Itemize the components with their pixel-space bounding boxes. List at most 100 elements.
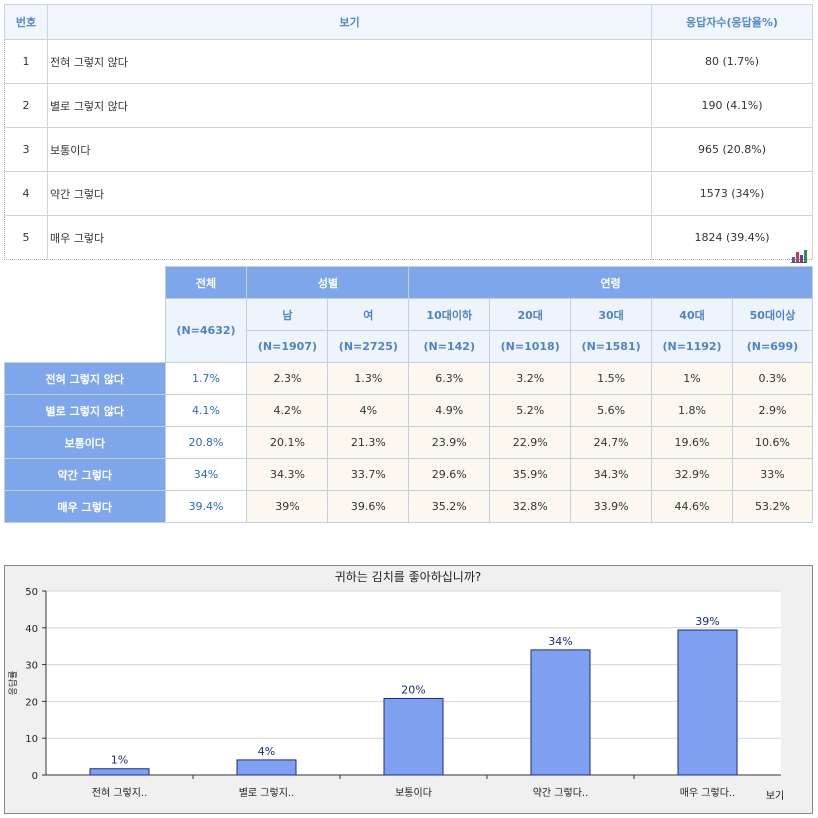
cell-total: 20.8% — [164, 426, 248, 459]
x-tick-label: 보통이다 — [395, 787, 432, 799]
row-option: 보통이다 — [47, 127, 652, 172]
header-age-40s-n: (N=1192) — [651, 330, 733, 363]
header-no: 번호 — [4, 4, 48, 40]
cell-total: 4.1% — [164, 394, 248, 427]
bar — [677, 629, 738, 776]
row-option: 전혀 그렇지 않다 — [47, 39, 652, 84]
row-count: 965 (20.8%) — [651, 127, 813, 172]
cell-value: 20.1% — [246, 426, 329, 459]
cell-value: 10.6% — [731, 426, 814, 459]
cell-value: 2.9% — [731, 394, 814, 427]
table-row: 약간 그렇다 34% 34.3% 33.7% 29.6% 35.9% 34.3%… — [4, 458, 814, 491]
row-label: 매우 그렇다 — [4, 490, 166, 523]
table-row: 전혀 그렇지 않다 1.7% 2.3% 1.3% 6.3% 3.2% 1.5% … — [4, 362, 814, 395]
header-gender-female-n: (N=2725) — [327, 330, 410, 363]
header-age-30s: 30대 — [570, 298, 653, 331]
x-tick-label: 별로 그렇지.. — [239, 786, 295, 799]
row-no: 2 — [4, 83, 48, 128]
cell-value: 39.6% — [327, 490, 410, 523]
cell-value: 0.3% — [731, 362, 814, 395]
y-tick-label: 20 — [25, 697, 38, 708]
cell-value: 4.2% — [246, 394, 329, 427]
y-tick-label: 50 — [25, 587, 38, 598]
row-count: 1573 (34%) — [651, 171, 813, 216]
row-option: 별로 그렇지 않다 — [47, 83, 652, 128]
bar-data-label: 39% — [695, 615, 719, 628]
cell-value: 39% — [246, 490, 329, 523]
cell-total: 39.4% — [164, 490, 248, 523]
response-table-header: 번호 보기 응답자수(응답율%) — [4, 4, 813, 40]
cell-value: 1% — [651, 362, 733, 395]
bar — [89, 768, 150, 776]
cell-value: 44.6% — [651, 490, 733, 523]
crosstab-corner — [4, 266, 166, 363]
table-row: 3 보통이다 965 (20.8%) — [4, 127, 813, 172]
row-no: 1 — [4, 39, 48, 84]
y-axis-label: 응답률 — [7, 671, 19, 696]
table-row: 매우 그렇다 39.4% 39% 39.6% 35.2% 32.8% 33.9%… — [4, 490, 814, 523]
cell-value: 21.3% — [327, 426, 410, 459]
bar-data-label: 1% — [111, 754, 128, 767]
x-axis-label: 보기 — [766, 790, 784, 802]
row-option: 약간 그렇다 — [47, 171, 652, 216]
header-age-10s-n: (N=142) — [408, 330, 491, 363]
header-gender-female: 여 — [327, 298, 410, 331]
cell-value: 23.9% — [408, 426, 491, 459]
cell-value: 35.9% — [489, 458, 572, 491]
header-age-20s-n: (N=1018) — [489, 330, 572, 363]
crosstab-table: 전체 성별 연령 (N=4632) 남 여 10대이하 20대 30대 40대 … — [4, 266, 814, 523]
header-age-50s-n: (N=699) — [731, 330, 814, 363]
row-label: 전혀 그렇지 않다 — [4, 362, 166, 395]
table-row: 1 전혀 그렇지 않다 80 (1.7%) — [4, 39, 813, 84]
cell-value: 33% — [731, 458, 814, 491]
cell-value: 4% — [327, 394, 410, 427]
row-label: 약간 그렇다 — [4, 458, 166, 491]
bar-data-label: 4% — [258, 745, 275, 758]
bar — [236, 759, 297, 776]
header-total-n: (N=4632) — [164, 298, 248, 363]
table-row: 별로 그렇지 않다 4.1% 4.2% 4% 4.9% 5.2% 5.6% 1.… — [4, 394, 814, 427]
cell-total: 1.7% — [164, 362, 248, 395]
y-tick-label: 0 — [32, 771, 38, 782]
header-gender-male: 남 — [246, 298, 329, 331]
header-gender: 성별 — [246, 266, 410, 299]
row-option: 매우 그렇다 — [47, 215, 652, 260]
x-tick-label: 약간 그렇다.. — [533, 786, 589, 799]
y-tick-label: 40 — [25, 624, 38, 635]
header-count: 응답자수(응답율%) — [651, 4, 813, 40]
response-table: 번호 보기 응답자수(응답율%) 1 전혀 그렇지 않다 80 (1.7%) 2… — [4, 4, 813, 260]
y-tick-label: 30 — [25, 661, 38, 672]
bar-chart: 0 10 20 30 40 50 귀하는 김치를 좋아하십니까? 응답률 보기 1% 전혀 그렇지.… — [4, 565, 813, 814]
row-count: 190 (4.1%) — [651, 83, 813, 128]
cell-value: 33.9% — [570, 490, 653, 523]
cell-value: 19.6% — [651, 426, 733, 459]
y-tick-label: 10 — [25, 734, 38, 745]
bar-chart-icon[interactable] — [790, 248, 808, 263]
cell-value: 33.7% — [327, 458, 410, 491]
row-no: 3 — [4, 127, 48, 172]
cell-value: 53.2% — [731, 490, 814, 523]
header-age-30s-n: (N=1581) — [570, 330, 653, 363]
cell-value: 29.6% — [408, 458, 491, 491]
header-total: 전체 — [164, 266, 248, 299]
cell-value: 1.5% — [570, 362, 653, 395]
header-age: 연령 — [408, 266, 813, 299]
cell-value: 4.9% — [408, 394, 491, 427]
cell-value: 32.8% — [489, 490, 572, 523]
cell-value: 6.3% — [408, 362, 491, 395]
cell-value: 1.3% — [327, 362, 410, 395]
cell-value: 5.6% — [570, 394, 653, 427]
cell-value: 3.2% — [489, 362, 572, 395]
cell-total: 34% — [164, 458, 248, 491]
header-age-40s: 40대 — [651, 298, 733, 331]
row-count: 1824 (39.4%) — [651, 215, 813, 260]
header-gender-male-n: (N=1907) — [246, 330, 329, 363]
header-age-50s: 50대이상 — [731, 298, 814, 331]
cell-value: 35.2% — [408, 490, 491, 523]
x-tick-label: 전혀 그렇지.. — [92, 786, 148, 799]
cell-value: 32.9% — [651, 458, 733, 491]
cell-value: 24.7% — [570, 426, 653, 459]
header-option: 보기 — [47, 4, 652, 40]
cell-value: 34.3% — [570, 458, 653, 491]
